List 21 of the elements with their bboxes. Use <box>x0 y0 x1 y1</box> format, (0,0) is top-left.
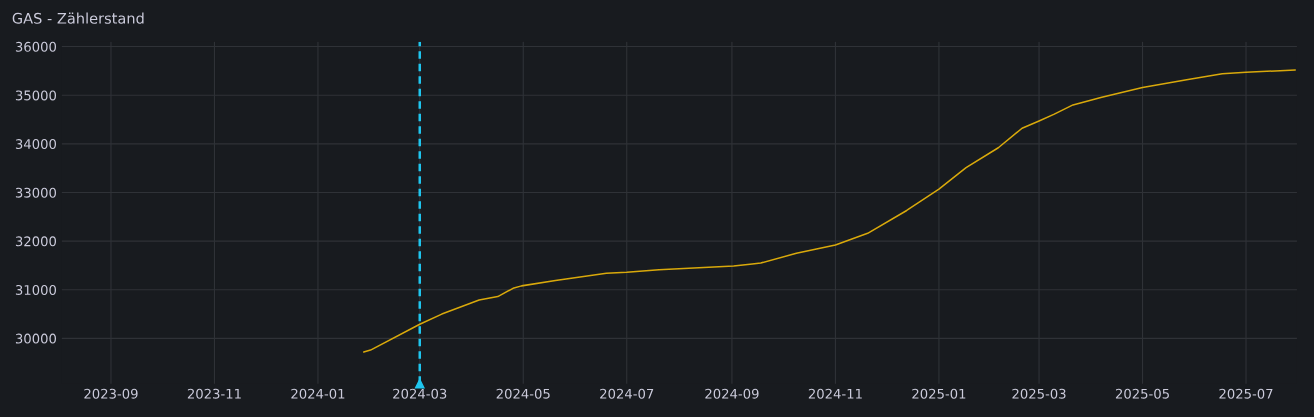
y-tick-label: 33000 <box>15 187 57 198</box>
x-tick-label: 2023-11 <box>187 388 241 399</box>
x-tick-label: 2025-05 <box>1115 388 1169 399</box>
x-tick-label: 2025-07 <box>1219 388 1273 399</box>
line-series <box>362 69 1296 353</box>
x-tick-label: 2024-05 <box>496 388 550 399</box>
y-tick-label: 35000 <box>15 90 57 101</box>
y-tick-label: 36000 <box>15 41 57 52</box>
y-tick-label: 30000 <box>15 333 57 344</box>
y-tick-label: 34000 <box>15 139 57 150</box>
x-tick-label: 2024-03 <box>393 388 447 399</box>
x-tick-label: 2025-01 <box>912 388 966 399</box>
x-tick-label: 2024-11 <box>808 388 862 399</box>
x-tick-label: 2025-03 <box>1012 388 1066 399</box>
y-tick-label: 32000 <box>15 236 57 247</box>
y-tick-label: 31000 <box>15 284 57 295</box>
chart-title: GAS - Zählerstand <box>12 12 144 24</box>
x-tick-label: 2024-07 <box>600 388 654 399</box>
x-tick-label: 2024-09 <box>705 388 759 399</box>
x-tick-label: 2023-09 <box>84 388 138 399</box>
x-tick-label: 2024-01 <box>291 388 345 399</box>
